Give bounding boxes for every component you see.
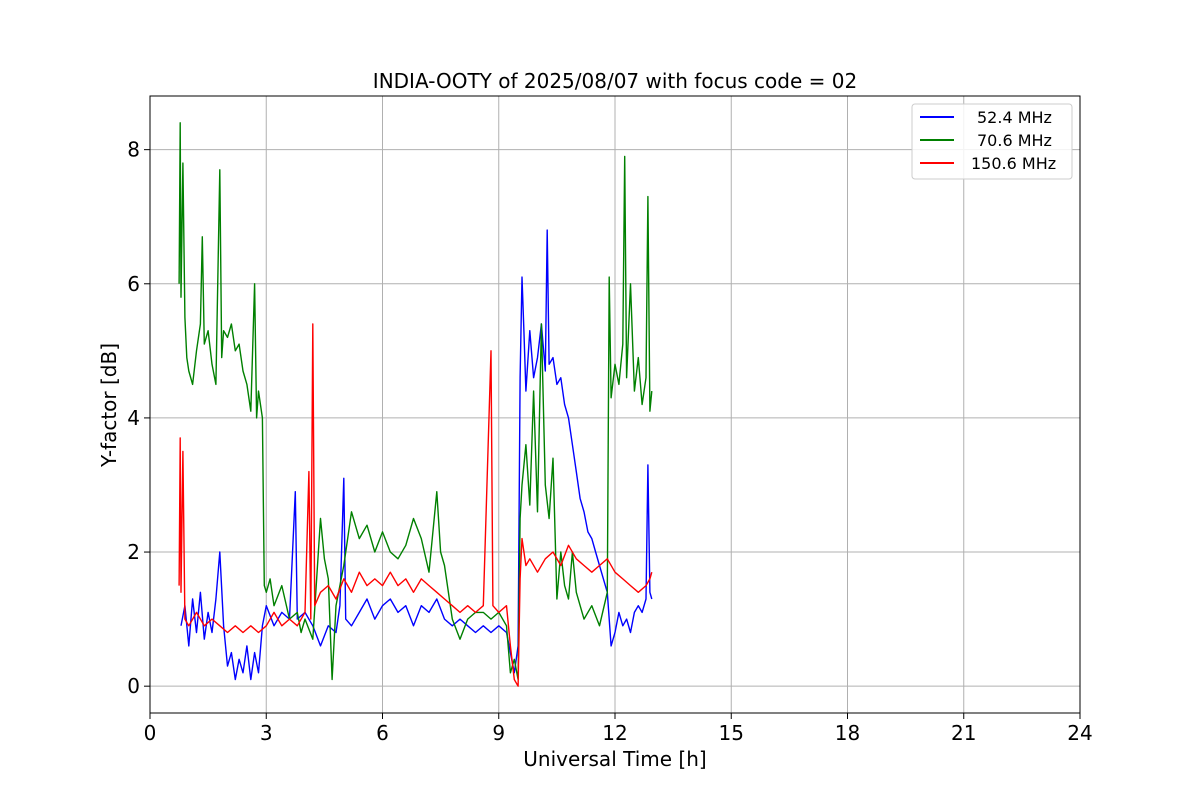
x-tick-label: 12 [602, 721, 627, 745]
x-tick-label: 18 [835, 721, 860, 745]
plot-area-series [178, 122, 653, 687]
y-tick-label: 0 [127, 674, 140, 698]
x-axis-label: Universal Time [h] [523, 747, 706, 771]
y-tick-label: 2 [127, 540, 140, 564]
legend-label-150-6-mhz: 150.6 MHz [971, 154, 1056, 173]
series-line-70-6-mhz [178, 122, 653, 681]
series-line-150-6-mhz [178, 323, 653, 687]
y-axis-label: Y-factor [dB] [97, 343, 121, 468]
x-tick-label: 15 [719, 721, 744, 745]
legend-frame [911, 103, 1073, 180]
legend-label-52-4-mhz: 52.4 MHz [977, 108, 1052, 127]
x-tick-label: 0 [144, 721, 157, 745]
x-tick-label: 9 [492, 721, 505, 745]
series-line-52-4-mhz [180, 229, 653, 681]
legend-label-70-6-mhz: 70.6 MHz [977, 131, 1052, 150]
y-tick-label: 8 [127, 138, 140, 162]
legend: 52.4 MHz 70.6 MHz 150.6 MHz [911, 103, 1073, 180]
x-tick-label: 21 [951, 721, 976, 745]
x-tick-label: 6 [376, 721, 389, 745]
x-tick-label: 3 [260, 721, 273, 745]
x-tick-label: 24 [1067, 721, 1092, 745]
y-tick-label: 4 [127, 406, 140, 430]
chart-title: INDIA-OOTY of 2025/08/07 with focus code… [373, 69, 857, 93]
y-tick-label: 6 [127, 272, 140, 296]
